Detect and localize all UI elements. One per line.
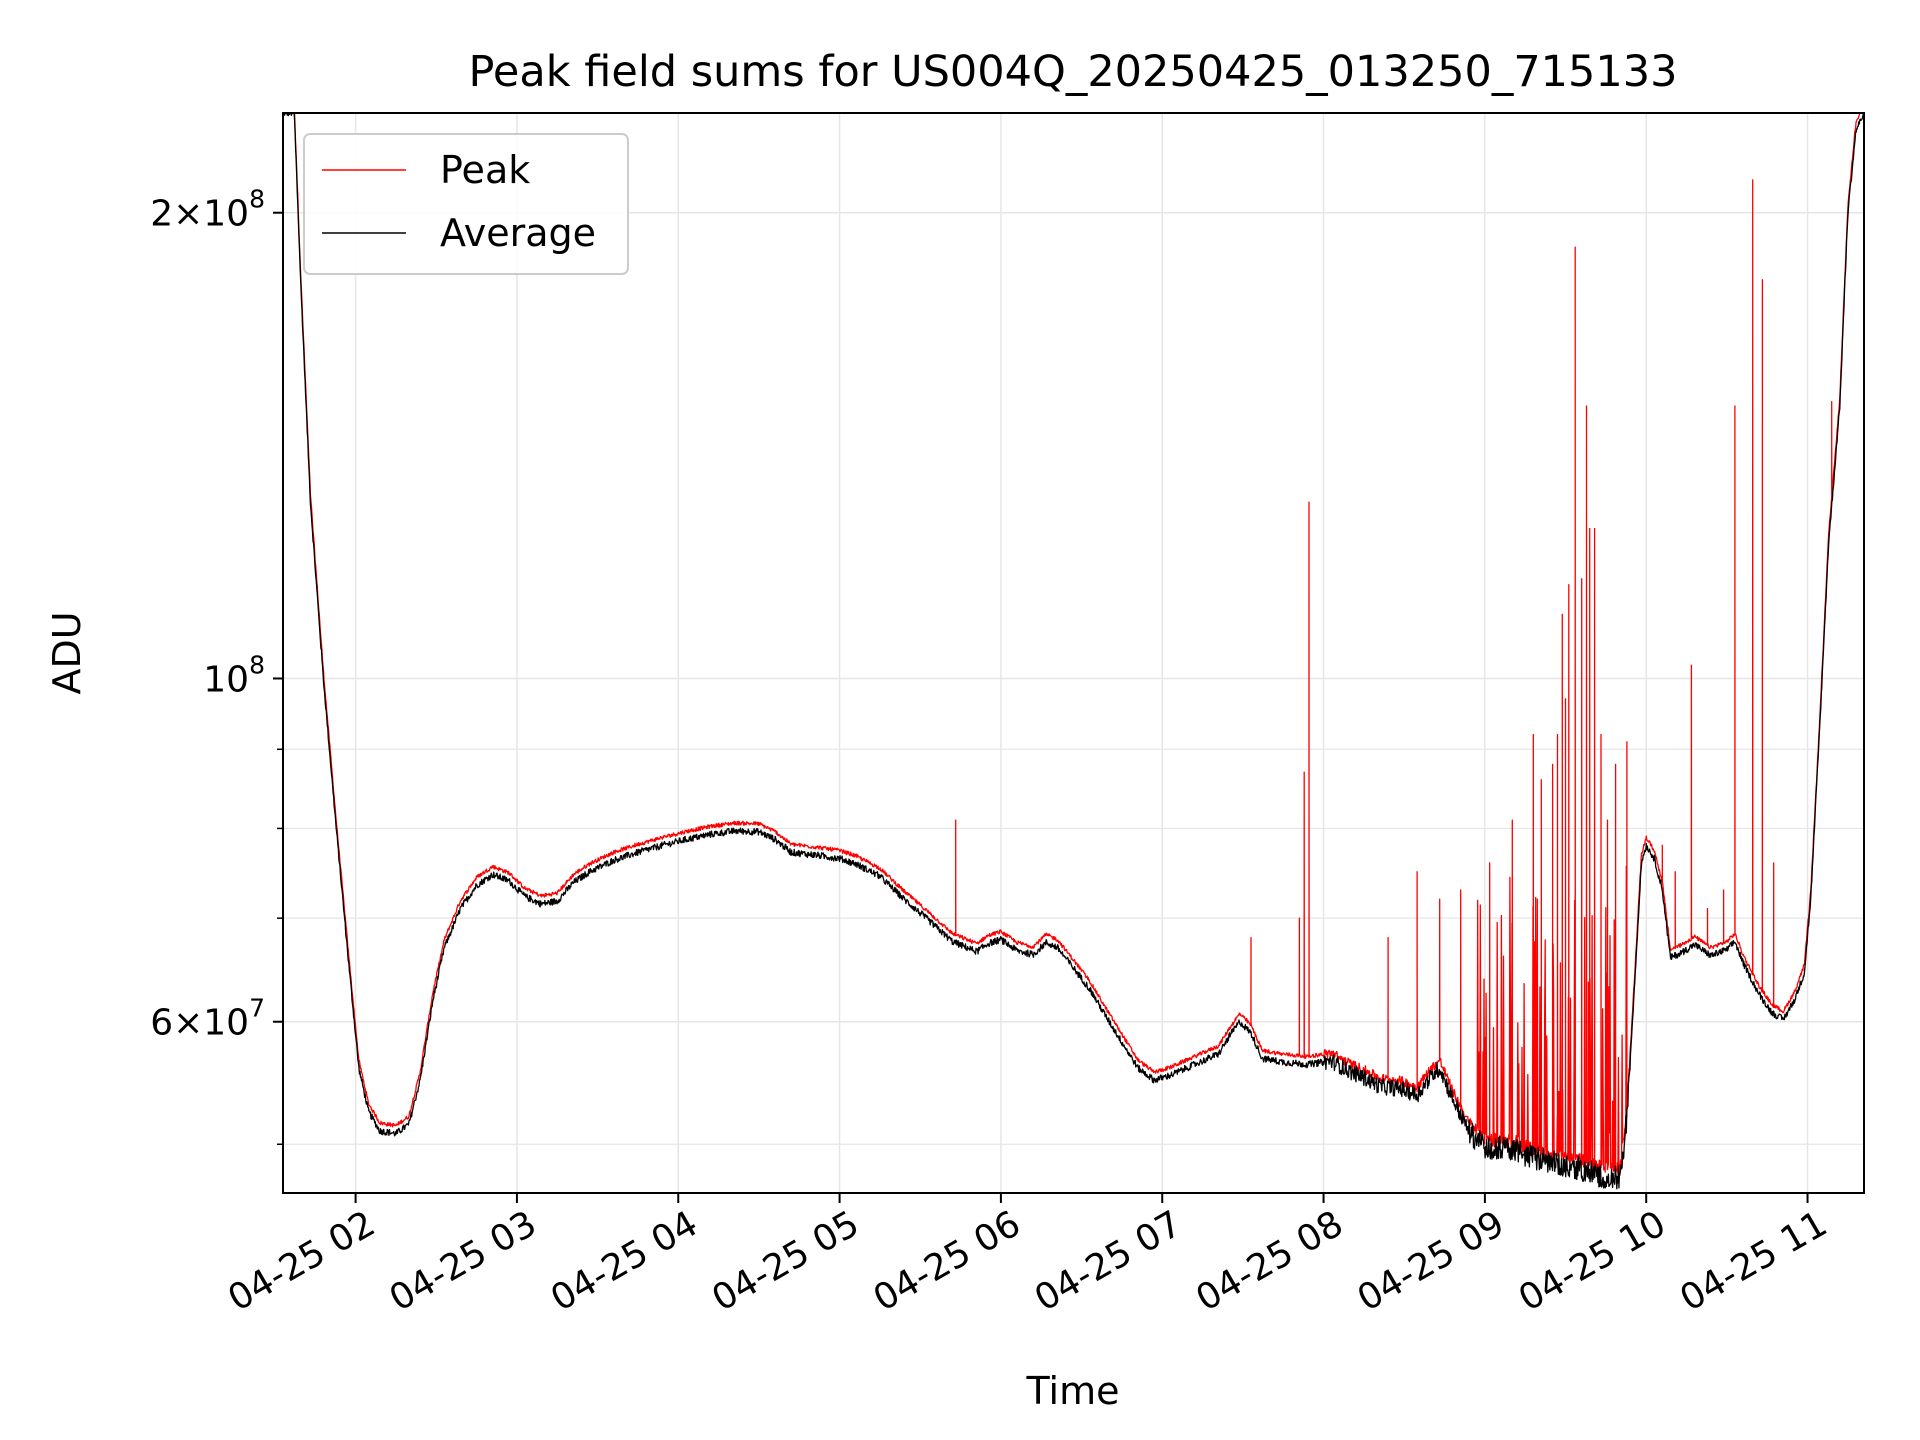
x-tick-label: 04-25 02 bbox=[221, 1203, 382, 1319]
legend-average-label: Average bbox=[440, 211, 596, 255]
x-tick-label: 04-25 06 bbox=[867, 1203, 1028, 1319]
x-tick-label: 04-25 03 bbox=[383, 1203, 544, 1319]
x-tick-label: 04-25 04 bbox=[544, 1203, 705, 1319]
y-axis-label: ADU bbox=[45, 611, 89, 694]
x-tick-label: 04-25 09 bbox=[1351, 1203, 1512, 1319]
axes-frame bbox=[282, 112, 1865, 1194]
legend-box bbox=[303, 133, 629, 275]
peak-series-line bbox=[283, 113, 1864, 1178]
legend: Peak Average bbox=[303, 133, 629, 275]
x-tick-label: 04-25 08 bbox=[1189, 1203, 1350, 1319]
x-tick-label: 04-25 11 bbox=[1673, 1203, 1834, 1319]
x-tick-label: 04-25 07 bbox=[1028, 1203, 1189, 1319]
average-series-line bbox=[283, 113, 1864, 1190]
chart-title: Peak field sums for US004Q_20250425_0132… bbox=[469, 47, 1678, 97]
x-tick-label: 04-25 05 bbox=[705, 1203, 866, 1319]
legend-peak-label: Peak bbox=[440, 148, 530, 192]
y-tick-label: 108 bbox=[203, 650, 265, 700]
y-tick-label: 2×108 bbox=[150, 185, 265, 235]
x-axis-label: Time bbox=[1026, 1369, 1120, 1413]
y-tick-label: 6×107 bbox=[150, 994, 265, 1044]
x-tick-label: 04-25 10 bbox=[1512, 1203, 1673, 1319]
plot-area bbox=[283, 113, 1864, 1190]
